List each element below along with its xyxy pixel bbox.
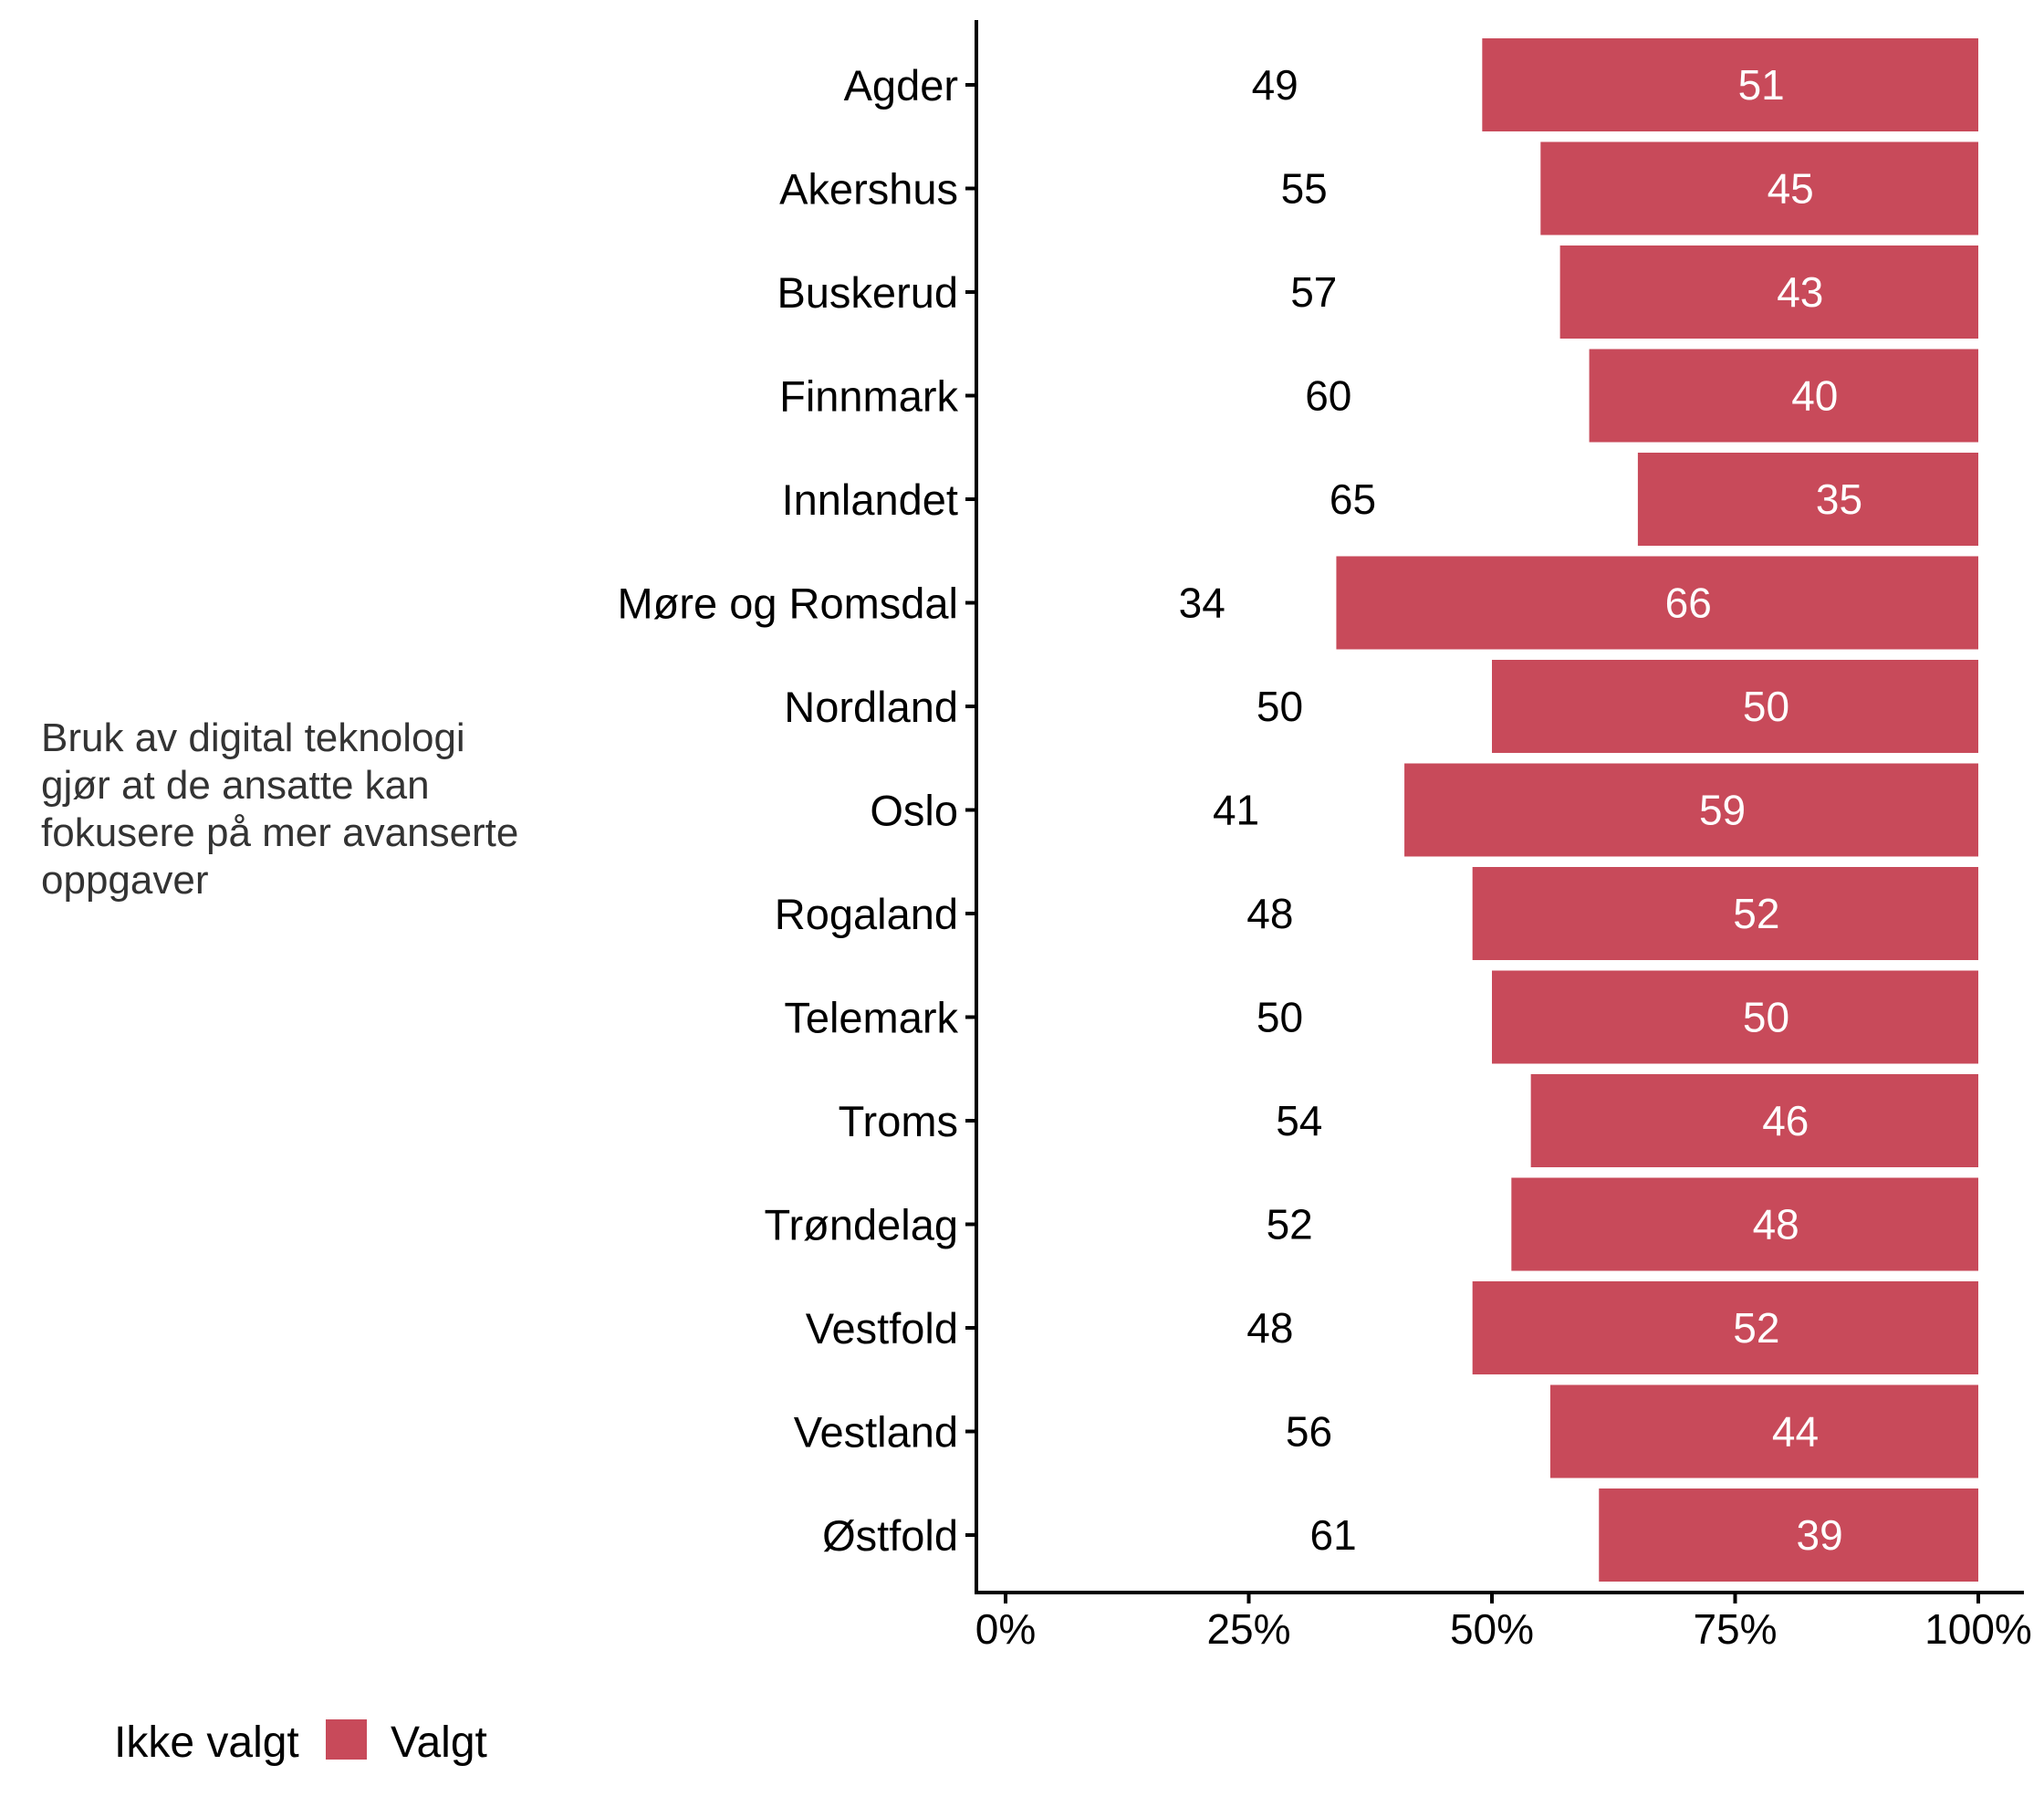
- y-tick-label: Troms: [839, 1097, 958, 1145]
- data-label-ikke-valgt: 48: [1246, 1304, 1293, 1352]
- bar-valgt: [1589, 349, 1978, 443]
- bar-ikke-valgt: [1006, 453, 1638, 546]
- bar-ikke-valgt: [1006, 867, 1473, 960]
- bar-ikke-valgt: [1006, 1177, 1512, 1271]
- data-label-ikke-valgt: 50: [1257, 683, 1303, 730]
- bar-ikke-valgt: [1006, 38, 1483, 131]
- bar-valgt: [1511, 1177, 1978, 1271]
- x-tick-label: 100%: [1924, 1605, 2032, 1653]
- data-label-ikke-valgt: 50: [1257, 994, 1303, 1041]
- side-title-line: Bruk av digital teknologi: [41, 715, 465, 760]
- data-label-ikke-valgt: 57: [1290, 268, 1337, 316]
- y-tick-label: Buskerud: [777, 268, 958, 317]
- bar-valgt: [1482, 38, 1978, 131]
- data-label-valgt: 40: [1791, 372, 1838, 420]
- data-label-ikke-valgt: 54: [1276, 1097, 1322, 1144]
- data-label-ikke-valgt: 56: [1286, 1408, 1332, 1456]
- y-tick-label: Rogaland: [775, 890, 958, 938]
- legend-label-valgt: Valgt: [391, 1718, 487, 1767]
- legend-label-ikke-valgt: Ikke valgt: [114, 1718, 299, 1767]
- data-label-ikke-valgt: 41: [1213, 787, 1259, 834]
- bar-ikke-valgt: [1006, 1281, 1473, 1374]
- data-label-ikke-valgt: 34: [1179, 580, 1225, 627]
- bar-valgt: [1559, 245, 1978, 339]
- x-tick-label: 25%: [1206, 1605, 1290, 1653]
- bar-ikke-valgt: [1006, 970, 1492, 1064]
- data-label-valgt: 52: [1733, 1304, 1779, 1352]
- bar-valgt: [1472, 1281, 1978, 1374]
- x-tick-label: 0%: [975, 1605, 1036, 1653]
- data-label-valgt: 44: [1772, 1408, 1819, 1456]
- data-label-valgt: 48: [1753, 1201, 1799, 1248]
- bar-ikke-valgt: [1006, 1384, 1550, 1478]
- data-label-valgt: 39: [1797, 1511, 1843, 1559]
- x-tick-label: 75%: [1693, 1605, 1777, 1653]
- bar-valgt: [1492, 970, 1978, 1064]
- y-tick-label: Vestland: [794, 1408, 958, 1457]
- x-axis: 0% 25% 50% 75% 100%: [975, 1591, 2032, 1653]
- y-axis: Agder Akershus Buskerud Finnmark Innlandet Mø…: [618, 20, 978, 1594]
- bar-valgt: [1637, 453, 1978, 546]
- data-label-valgt: 50: [1743, 683, 1789, 730]
- data-label-valgt: 59: [1699, 787, 1746, 834]
- data-label-valgt: 51: [1738, 61, 1785, 109]
- bars-layer: [1006, 38, 1978, 1582]
- y-tick-label: Oslo: [870, 787, 958, 835]
- bar-ikke-valgt: [1006, 1488, 1600, 1582]
- bar-ikke-valgt: [1006, 349, 1590, 443]
- bar-ikke-valgt: [1006, 141, 1541, 235]
- legend: Ikke valgt Valgt: [114, 1718, 487, 1767]
- side-title-line: oppgaver: [41, 858, 208, 903]
- y-tick-label: Agder: [844, 61, 958, 110]
- side-title-line: gjør at de ansatte kan: [41, 763, 430, 808]
- bar-valgt: [1404, 763, 1978, 857]
- data-label-ikke-valgt: 61: [1310, 1511, 1357, 1559]
- data-label-valgt: 46: [1762, 1097, 1809, 1144]
- y-tick-label: Østfold: [822, 1511, 958, 1560]
- data-label-valgt: 66: [1665, 580, 1712, 627]
- data-label-valgt: 52: [1733, 890, 1779, 937]
- bar-ikke-valgt: [1006, 763, 1405, 857]
- side-title-line: fokusere på mer avanserte: [41, 810, 518, 855]
- bar-valgt: [1530, 1074, 1978, 1167]
- bar-valgt: [1492, 660, 1978, 753]
- y-tick-label: Finnmark: [779, 372, 958, 421]
- bar-valgt: [1540, 141, 1978, 235]
- bar-valgt: [1599, 1488, 1978, 1582]
- bar-ikke-valgt: [1006, 660, 1492, 753]
- bar-ikke-valgt: [1006, 556, 1337, 650]
- data-label-ikke-valgt: 65: [1330, 475, 1376, 523]
- y-tick-label: Nordland: [784, 683, 958, 731]
- data-label-valgt: 50: [1743, 994, 1789, 1041]
- bar-valgt: [1336, 556, 1978, 650]
- data-label-ikke-valgt: 48: [1246, 890, 1293, 937]
- data-label-valgt: 45: [1768, 165, 1814, 213]
- y-tick-label: Telemark: [784, 994, 958, 1042]
- data-label-ikke-valgt: 55: [1281, 165, 1328, 213]
- legend-key-valgt: [326, 1719, 367, 1760]
- y-tick-label: Trøndelag: [765, 1201, 958, 1249]
- bar-valgt: [1472, 867, 1978, 960]
- data-labels-layer: 49 51 55 45 57 43 60 40 65 35 34 66 50 50 41 59 48 52 50 50…: [1179, 61, 1862, 1559]
- y-tick-label: Akershus: [779, 165, 958, 214]
- data-label-valgt: 43: [1777, 268, 1823, 316]
- bar-ikke-valgt: [1006, 1074, 1531, 1167]
- y-tick-label: Innlandet: [782, 475, 958, 524]
- data-label-ikke-valgt: 60: [1305, 372, 1351, 420]
- data-label-ikke-valgt: 49: [1252, 61, 1298, 109]
- x-tick-label: 50%: [1450, 1605, 1534, 1653]
- bar-valgt: [1549, 1384, 1978, 1478]
- y-tick-label: Vestfold: [806, 1304, 958, 1353]
- data-label-ikke-valgt: 52: [1267, 1201, 1313, 1248]
- bar-ikke-valgt: [1006, 245, 1560, 339]
- y-tick-label: Møre og Romsdal: [618, 580, 959, 628]
- data-label-valgt: 35: [1816, 475, 1862, 523]
